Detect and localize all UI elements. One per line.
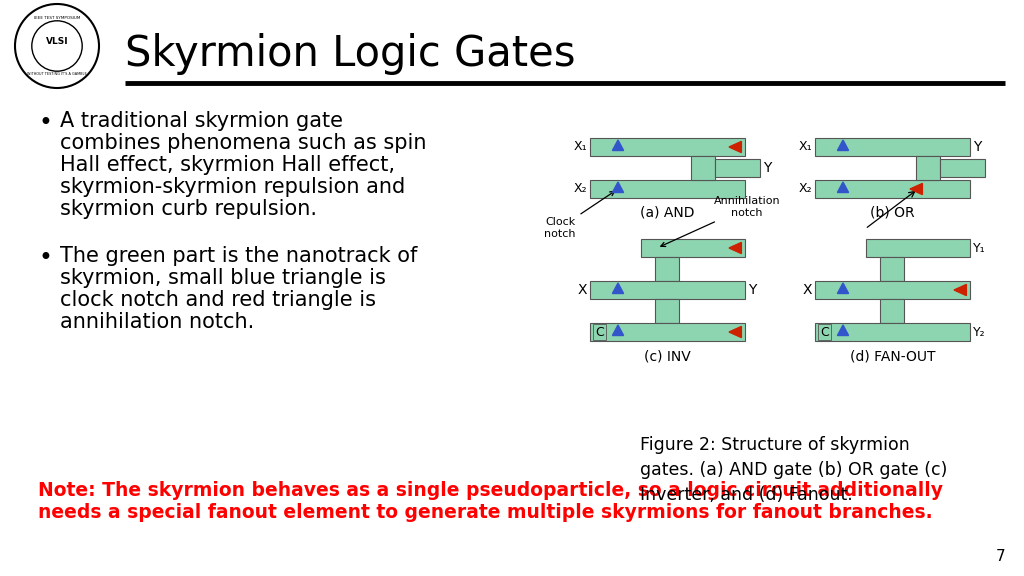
Polygon shape: [612, 283, 624, 294]
Text: X₂: X₂: [799, 183, 812, 195]
Bar: [715, 159, 760, 177]
Text: (d) FAN-OUT: (d) FAN-OUT: [850, 349, 935, 363]
Polygon shape: [612, 325, 624, 335]
Bar: [940, 159, 985, 177]
Text: skyrmion curb repulsion.: skyrmion curb repulsion.: [60, 199, 317, 219]
Polygon shape: [838, 325, 849, 335]
Bar: [880, 257, 904, 281]
Polygon shape: [612, 140, 624, 150]
Bar: [655, 299, 679, 323]
Polygon shape: [612, 182, 624, 192]
Text: (c) INV: (c) INV: [644, 349, 691, 363]
Text: The green part is the nanotrack of: The green part is the nanotrack of: [60, 246, 418, 266]
Text: C: C: [820, 325, 828, 339]
Text: X₁: X₁: [573, 141, 587, 153]
Polygon shape: [729, 327, 741, 338]
Text: •: •: [38, 246, 52, 270]
Bar: [590, 281, 745, 299]
Text: needs a special fanout element to generate multiple skyrmions for fanout branche: needs a special fanout element to genera…: [38, 503, 933, 522]
Bar: [655, 257, 679, 281]
Polygon shape: [838, 140, 849, 150]
Text: Clock
notch: Clock notch: [544, 191, 614, 238]
Text: (b) OR: (b) OR: [870, 206, 914, 220]
Text: (a) AND: (a) AND: [640, 206, 694, 220]
Text: Y: Y: [763, 161, 771, 175]
Text: Hall effect, skyrmion Hall effect,: Hall effect, skyrmion Hall effect,: [60, 155, 395, 175]
Text: Annihilation
notch: Annihilation notch: [660, 196, 780, 247]
Text: combines phenomena such as spin: combines phenomena such as spin: [60, 133, 427, 153]
Bar: [866, 239, 970, 257]
Text: Figure 2: Structure of skyrmion
gates. (a) AND gate (b) OR gate (c)
Inverter, an: Figure 2: Structure of skyrmion gates. (…: [640, 436, 947, 504]
Bar: [815, 323, 970, 341]
Text: IEEE TEST SYMPOSIUM: IEEE TEST SYMPOSIUM: [34, 16, 80, 20]
Polygon shape: [838, 283, 849, 294]
Text: X: X: [578, 283, 587, 297]
Bar: [815, 180, 970, 198]
Text: Y: Y: [748, 283, 757, 297]
Text: Skyrmion Logic Gates: Skyrmion Logic Gates: [125, 33, 575, 75]
Bar: [691, 156, 715, 180]
Text: X₁: X₁: [799, 141, 812, 153]
Bar: [916, 156, 940, 180]
Bar: [590, 323, 745, 341]
Text: annihilation notch.: annihilation notch.: [60, 312, 254, 332]
Text: Y: Y: [973, 140, 981, 154]
Bar: [880, 299, 904, 323]
Polygon shape: [729, 242, 741, 253]
Bar: [815, 138, 970, 156]
Bar: [641, 239, 745, 257]
Text: C: C: [595, 325, 604, 339]
Text: skyrmion, small blue triangle is: skyrmion, small blue triangle is: [60, 268, 386, 288]
Text: Y₁: Y₁: [973, 241, 986, 255]
Text: VLSI: VLSI: [46, 37, 69, 47]
Bar: [815, 281, 970, 299]
Text: Note: The skyrmion behaves as a single pseudoparticle, so a logic circuit additi: Note: The skyrmion behaves as a single p…: [38, 481, 943, 500]
Text: X: X: [803, 283, 812, 297]
Text: Y₂: Y₂: [973, 325, 986, 339]
Bar: [590, 138, 745, 156]
Text: X₂: X₂: [573, 183, 587, 195]
Text: A traditional skyrmion gate: A traditional skyrmion gate: [60, 111, 343, 131]
Text: WITHOUT TESTING IT'S A GAMBLE: WITHOUT TESTING IT'S A GAMBLE: [27, 72, 87, 76]
Polygon shape: [838, 182, 849, 192]
Text: clock notch and red triangle is: clock notch and red triangle is: [60, 290, 376, 310]
Text: •: •: [38, 111, 52, 135]
Bar: [590, 180, 745, 198]
Text: 7: 7: [995, 549, 1005, 564]
Polygon shape: [729, 141, 741, 153]
Text: skyrmion-skyrmion repulsion and: skyrmion-skyrmion repulsion and: [60, 177, 406, 197]
Polygon shape: [910, 183, 923, 195]
Polygon shape: [954, 285, 967, 295]
